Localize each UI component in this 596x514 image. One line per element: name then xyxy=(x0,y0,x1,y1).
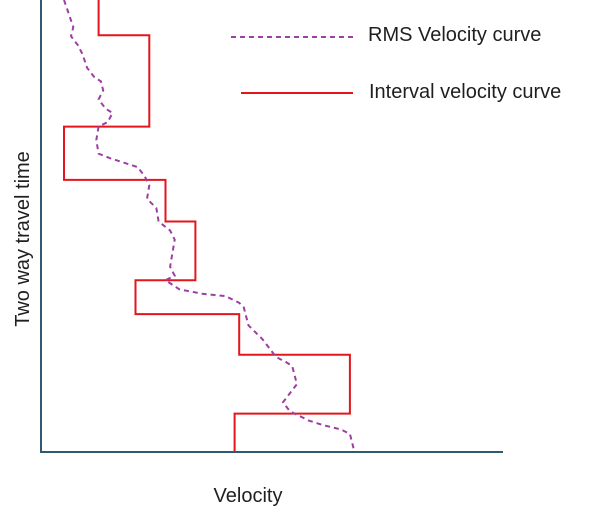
legend: RMS Velocity curve Interval velocity cur… xyxy=(231,24,561,103)
interval-velocity-curve xyxy=(63,0,351,452)
x-axis-label: Velocity xyxy=(214,485,283,507)
y-axis-label: Two way travel time xyxy=(12,151,34,327)
rms-velocity-curve xyxy=(63,0,356,453)
legend-label-interval: Interval velocity curve xyxy=(369,81,561,103)
legend-label-rms: RMS Velocity curve xyxy=(368,24,541,46)
plot-area xyxy=(63,0,356,453)
